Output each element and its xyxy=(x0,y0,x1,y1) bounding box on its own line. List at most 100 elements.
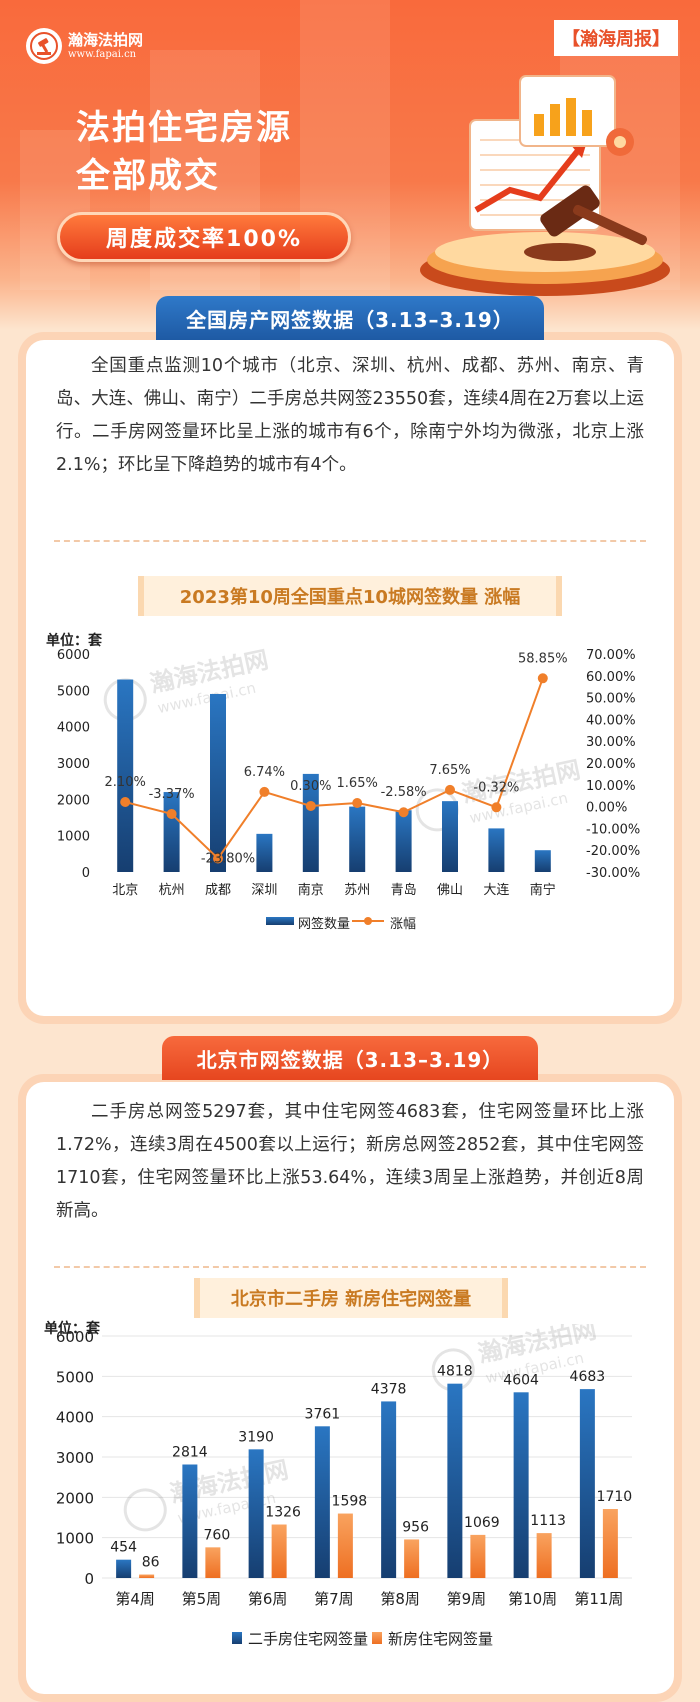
growth-point-杭州 xyxy=(166,808,177,819)
y-right-tick: -20.00% xyxy=(586,844,640,859)
growth-point-南京 xyxy=(305,800,316,811)
national-data-card: 全国重点监测10个城市（北京、深圳、杭州、成都、苏州、南京、青岛、大连、佛山、南… xyxy=(26,340,674,1016)
x-tick: 第8周 xyxy=(380,1590,420,1608)
bar-secondhand-第8周 xyxy=(381,1401,397,1578)
growth-point-苏州 xyxy=(352,798,363,809)
hero-title: 法拍住宅房源 全部成交 xyxy=(76,104,292,200)
x-tick: 第10周 xyxy=(508,1590,557,1608)
growth-label: 6.74% xyxy=(244,765,285,780)
growth-label: 58.85% xyxy=(518,651,568,666)
value-label: 86 xyxy=(142,1555,160,1571)
x-tick: 第11周 xyxy=(574,1590,623,1608)
growth-label: -23.80% xyxy=(201,851,255,866)
x-tick: 佛山 xyxy=(437,883,463,898)
value-label: 956 xyxy=(402,1519,429,1535)
value-label: 1710 xyxy=(597,1489,633,1505)
hero-title-line1: 法拍住宅房源 xyxy=(76,108,292,148)
y-tick: 5000 xyxy=(56,1368,94,1386)
y-tick: 3000 xyxy=(56,1449,94,1467)
y-left-tick: 2000 xyxy=(57,793,90,808)
x-tick: 南京 xyxy=(298,882,324,898)
value-label: 1598 xyxy=(332,1494,368,1510)
bar-newhome-第8周 xyxy=(404,1539,420,1578)
auction-chart-illustration-icon xyxy=(420,75,670,296)
x-tick: 苏州 xyxy=(344,882,370,898)
x-tick: 第5周 xyxy=(182,1590,222,1608)
x-tick: 深圳 xyxy=(251,883,277,898)
growth-label: 0.30% xyxy=(290,779,331,794)
bar-secondhand-第9周 xyxy=(447,1383,463,1578)
bar-青岛 xyxy=(395,810,412,872)
y-left-tick: 5000 xyxy=(57,684,90,699)
growth-point-成都 xyxy=(213,853,223,864)
divider xyxy=(54,540,646,542)
divider xyxy=(54,1266,646,1268)
y-right-tick: -30.00% xyxy=(586,866,640,881)
bar-南宁 xyxy=(534,850,551,872)
x-tick: 青岛 xyxy=(391,882,417,898)
bar-苏州 xyxy=(349,806,366,872)
y-tick: 6000 xyxy=(56,1328,94,1346)
bar-大连 xyxy=(488,828,505,872)
growth-label: -2.58% xyxy=(381,785,427,800)
bar-newhome-第10周 xyxy=(536,1533,552,1578)
value-label: 4378 xyxy=(371,1381,407,1397)
y-tick: 1000 xyxy=(56,1530,94,1548)
value-label: 1113 xyxy=(530,1513,566,1529)
x-tick: 南宁 xyxy=(530,882,556,898)
y-right-tick: 50.00% xyxy=(586,692,636,707)
beijing-data-card: 二手房总网签5297套，其中住宅网签4683套，住宅网签量环比上涨1.72%，连… xyxy=(26,1082,674,1694)
bar-南京 xyxy=(302,773,319,872)
x-tick: 北京 xyxy=(112,883,138,898)
growth-label: -0.32% xyxy=(473,780,519,795)
growth-label: -3.37% xyxy=(149,787,195,802)
brand-logo[interactable]: 瀚海法拍网 www.fapai.cn xyxy=(26,28,143,64)
bar-secondhand-第6周 xyxy=(248,1449,264,1578)
y-left-tick: 0 xyxy=(82,866,90,881)
x-tick: 第9周 xyxy=(447,1590,487,1608)
value-label: 4604 xyxy=(503,1372,539,1388)
bar-杭州 xyxy=(163,792,180,872)
growth-point-大连 xyxy=(491,802,502,813)
bar-secondhand-第10周 xyxy=(513,1392,529,1578)
y-left-tick: 6000 xyxy=(57,648,90,663)
bar-深圳 xyxy=(256,833,273,872)
value-label: 760 xyxy=(204,1527,231,1543)
x-tick: 杭州 xyxy=(159,883,185,898)
value-label: 1326 xyxy=(265,1505,301,1521)
bar-secondhand-第7周 xyxy=(314,1426,330,1578)
beijing-chart: 0 1000 2000 3000 4000 5000 6000 瀚海法拍网www.fapai.… xyxy=(56,1324,633,1648)
bar-成都 xyxy=(210,693,226,872)
bar-secondhand-第5周 xyxy=(182,1464,198,1578)
legend-bar-swatch xyxy=(266,917,294,925)
x-tick: 第4周 xyxy=(115,1590,155,1608)
value-label: 4818 xyxy=(437,1364,473,1380)
x-tick: 成都 xyxy=(205,883,231,898)
national-chart: 瀚海法拍网www.fapai.cn瀚海法拍网www.fapai.cn010002… xyxy=(57,646,640,932)
y-right-tick: 70.00% xyxy=(586,648,636,663)
beijing-unit-label: 单位：套 xyxy=(44,1321,100,1337)
deal-rate-pill: 周度成交率100% xyxy=(57,212,351,262)
legend-line-marker xyxy=(364,917,372,925)
growth-point-佛山 xyxy=(445,784,455,795)
value-label: 3190 xyxy=(238,1429,274,1445)
x-tick: 大连 xyxy=(483,882,509,898)
legend-secondhand-swatch xyxy=(232,1632,242,1644)
bar-secondhand-第11周 xyxy=(579,1389,595,1578)
growth-line xyxy=(124,677,544,861)
y-right-tick: 0.00% xyxy=(586,801,627,816)
bar-北京 xyxy=(117,679,134,872)
beijing-section-tab: 北京市网签数据（3.13–3.19） xyxy=(162,1036,538,1080)
growth-point-南宁 xyxy=(537,673,548,684)
logo-name: 瀚海法拍网 xyxy=(68,31,144,49)
national-chart-title: 2023第10周全国重点10城网签数量 涨幅 xyxy=(138,576,562,616)
legend-secondhand-label: 二手房住宅网签量 xyxy=(248,1630,368,1648)
legend-bar-label: 网签数量 xyxy=(298,916,350,932)
growth-point-深圳 xyxy=(259,786,270,797)
logo-url: www.fapai.cn xyxy=(68,49,137,60)
y-left-tick: 4000 xyxy=(57,721,90,736)
y-left-tick: 3000 xyxy=(57,757,90,772)
y-right-tick: 60.00% xyxy=(586,670,636,685)
